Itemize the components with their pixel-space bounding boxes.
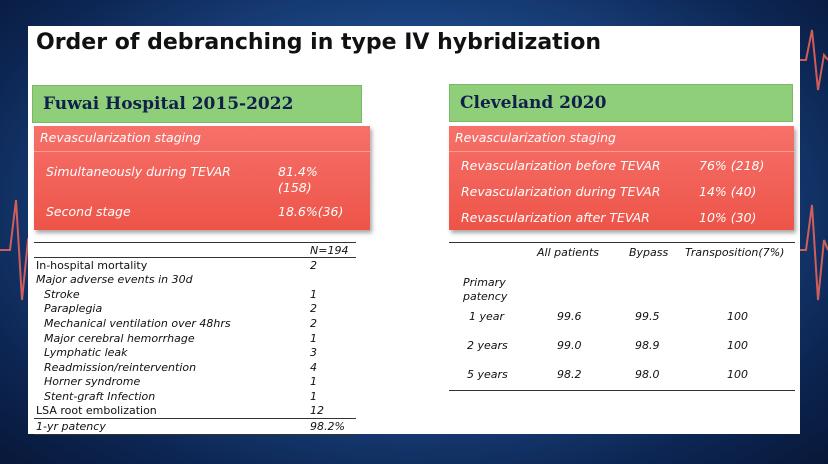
- table-row-label: Paraplegia: [44, 302, 103, 315]
- table-cell: 100: [727, 339, 748, 352]
- table-row-value: 1: [310, 332, 317, 345]
- right-staging-label: Revascularization during TEVAR: [461, 184, 661, 199]
- table-cell: 98.2: [557, 368, 582, 381]
- table-row-value: 2: [310, 317, 317, 330]
- table-cell: 100: [727, 310, 748, 323]
- table-row-label: Mechanical ventilation over 48hrs: [44, 317, 231, 330]
- column-header: N=194: [310, 244, 349, 257]
- table-rule: [449, 390, 795, 391]
- table-row-label: Horner syndrome: [44, 375, 141, 388]
- left-outcomes-table: N=194 In-hospital mortality 2 Major adve…: [34, 242, 356, 435]
- table-row-value: 1: [310, 288, 317, 301]
- table-rule: [449, 242, 795, 243]
- right-staging-label: Revascularization before TEVAR: [461, 158, 661, 173]
- table-row-value: 1: [310, 390, 317, 403]
- right-staging-value: 14% (40): [699, 184, 757, 199]
- row-group-label: patency: [463, 290, 508, 303]
- right-header: Cleveland 2020: [449, 84, 793, 122]
- table-row-value: 2: [310, 302, 317, 315]
- table-row-label: 1 year: [469, 310, 505, 323]
- table-row-label: LSA root embolization: [36, 404, 157, 417]
- table-cell: 100: [727, 368, 748, 381]
- right-staging-box: Revascularization staging Revascularizat…: [449, 126, 794, 230]
- table-rule: [34, 418, 356, 419]
- table-row-label: Lymphatic leak: [44, 346, 128, 359]
- column-header: Transposition(7%): [685, 246, 785, 259]
- table-cell: 99.5: [635, 310, 660, 323]
- left-header: Fuwai Hospital 2015-2022: [32, 85, 362, 123]
- table-row-value: 12: [310, 404, 324, 417]
- left-staging-heading: Revascularization staging: [34, 126, 370, 152]
- right-staging-value: 10% (30): [699, 210, 757, 225]
- table-rule: [34, 257, 356, 258]
- table-row-label: Stent-graft Infection: [44, 390, 156, 403]
- table-row-label: Readmission/reintervention: [44, 361, 197, 374]
- left-staging-value: 81.4%: [278, 164, 318, 179]
- table-row-label: Major cerebral hemorrhage: [44, 332, 195, 345]
- table-row-value: 3: [310, 346, 317, 359]
- row-group-label: Primary: [463, 276, 506, 289]
- right-patency-table: All patients Bypass Transposition(7%) Pr…: [449, 242, 795, 392]
- right-staging-label: Revascularization after TEVAR: [461, 210, 650, 225]
- table-cell: 99.6: [557, 310, 582, 323]
- table-row-value: 1: [310, 375, 317, 388]
- table-row-label: 1-yr patency: [36, 420, 106, 433]
- right-staging-heading: Revascularization staging: [449, 126, 794, 152]
- left-staging-value: 18.6%(36): [278, 204, 344, 219]
- table-row-label: Stroke: [44, 288, 80, 301]
- left-staging-value: (158): [278, 180, 312, 195]
- table-row-label: In-hospital mortality: [36, 259, 148, 272]
- table-row-value: 2: [310, 259, 317, 272]
- table-rule: [34, 434, 356, 435]
- left-staging-label: Simultaneously during TEVAR: [46, 164, 231, 179]
- right-staging-value: 76% (218): [699, 158, 765, 173]
- column-header: Bypass: [629, 246, 669, 259]
- left-staging-box: Revascularization staging Simultaneously…: [34, 126, 370, 230]
- table-cell: 99.0: [557, 339, 582, 352]
- table-rule: [34, 242, 356, 243]
- table-row-label: 2 years: [467, 339, 508, 352]
- table-cell: 98.0: [635, 368, 660, 381]
- table-row-value: 4: [310, 361, 317, 374]
- table-row-label: 5 years: [467, 368, 508, 381]
- column-header: All patients: [537, 246, 600, 259]
- table-row-value: 98.2%: [310, 420, 345, 433]
- slide-title: Order of debranching in type IV hybridiz…: [36, 30, 601, 55]
- table-row-label: Major adverse events in 30d: [36, 273, 193, 286]
- table-cell: 98.9: [635, 339, 660, 352]
- left-staging-label: Second stage: [46, 204, 131, 219]
